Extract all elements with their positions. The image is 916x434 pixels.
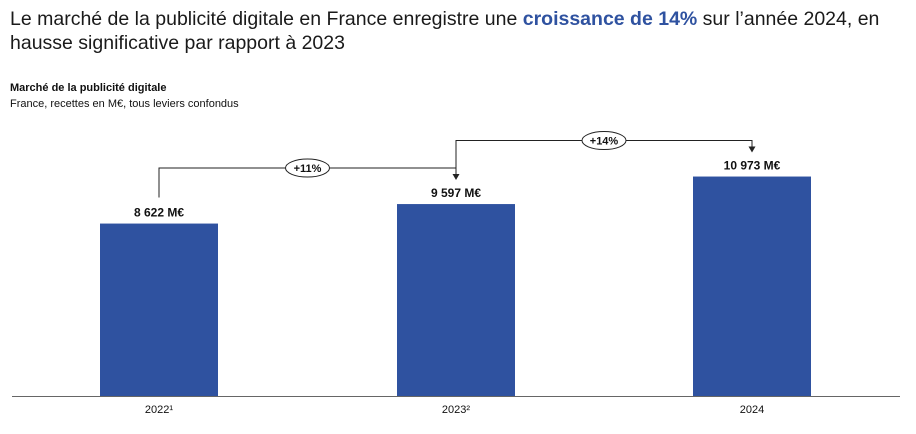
growth-label-0: +11% — [294, 163, 322, 175]
chart-title: Marché de la publicité digitale — [10, 82, 167, 94]
headline-part2: sur l’année 2024, en hausse significativ… — [10, 8, 880, 54]
data-label-0: 8 622 M€ — [134, 206, 184, 220]
x-tick-label-0: 2022¹ — [145, 404, 173, 416]
bar-0 — [100, 223, 218, 396]
data-label-1: 9 597 M€ — [431, 186, 481, 200]
bar-2 — [693, 176, 811, 396]
chart-subtitle: France, recettes en M€, tous leviers con… — [10, 98, 239, 110]
x-tick-label-1: 2023² — [442, 404, 470, 416]
growth-arrowhead-1 — [748, 146, 756, 153]
headline-highlight: croissance de 14% — [522, 8, 698, 30]
growth-label-1: +14% — [590, 136, 619, 148]
data-label-2: 10 973 M€ — [724, 159, 781, 173]
growth-badge-0 — [285, 158, 330, 178]
x-tick-label-2: 2024 — [740, 404, 764, 416]
bar-1 — [397, 204, 515, 396]
headline-part1: Le marché de la publicité digitale en Fr… — [10, 8, 523, 30]
growth-badge-1 — [581, 131, 627, 151]
headline: Le marché de la publicité digitale en Fr… — [10, 7, 900, 55]
